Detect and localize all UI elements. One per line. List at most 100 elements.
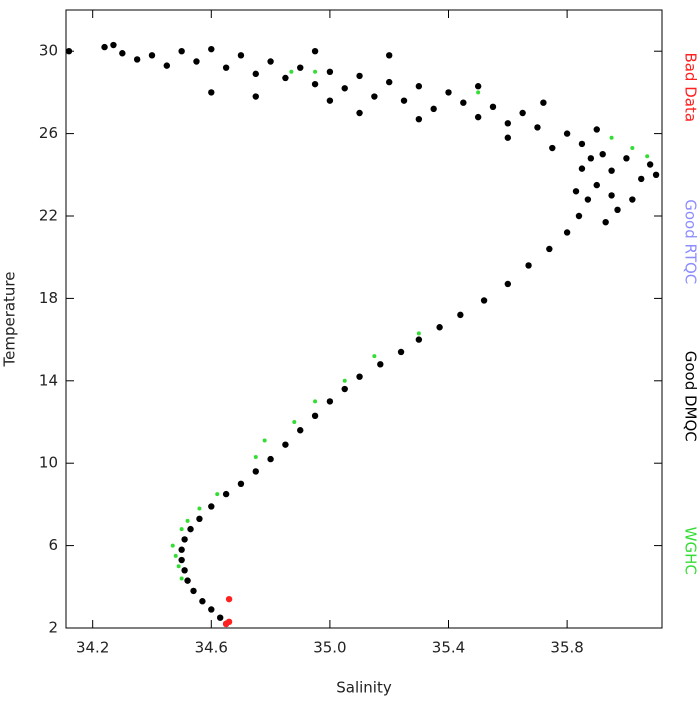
y-tick-label: 26 xyxy=(39,124,58,142)
data-point xyxy=(176,564,181,569)
data-point xyxy=(179,576,184,581)
data-point xyxy=(371,93,378,100)
data-point xyxy=(415,336,423,343)
data-point xyxy=(222,620,230,628)
data-point xyxy=(400,97,408,104)
data-point xyxy=(476,90,481,95)
data-point xyxy=(587,155,595,162)
data-point xyxy=(178,546,185,553)
data-point xyxy=(652,171,660,178)
data-point xyxy=(196,515,203,523)
data-point xyxy=(252,93,259,100)
data-point xyxy=(415,115,423,123)
data-point xyxy=(148,52,156,59)
legend-label: Good RTQC xyxy=(682,199,700,284)
data-point xyxy=(356,109,363,117)
y-tick-label: 18 xyxy=(39,289,58,307)
data-point xyxy=(563,130,571,137)
data-point xyxy=(313,399,318,404)
data-point xyxy=(193,58,200,65)
data-point xyxy=(638,175,645,183)
y-axis-label: Temperature xyxy=(1,271,19,367)
data-point xyxy=(282,74,289,82)
data-point xyxy=(386,78,393,86)
data-point xyxy=(253,455,258,460)
x-tick-label: 34.2 xyxy=(76,639,109,657)
data-point xyxy=(197,506,202,511)
data-point xyxy=(563,229,571,236)
data-point xyxy=(646,161,654,168)
data-point xyxy=(519,109,526,117)
data-point xyxy=(504,120,512,127)
data-point xyxy=(645,154,650,159)
data-point xyxy=(549,144,556,152)
data-point xyxy=(356,72,363,80)
data-point xyxy=(326,97,334,104)
data-point xyxy=(629,196,636,203)
data-point xyxy=(222,490,230,498)
data-point xyxy=(436,324,443,331)
data-point xyxy=(430,105,437,113)
data-point xyxy=(630,146,635,151)
data-point xyxy=(415,83,423,90)
plot-frame xyxy=(65,9,663,629)
data-point xyxy=(101,43,108,51)
data-point xyxy=(289,69,294,74)
data-point xyxy=(326,68,334,76)
data-point xyxy=(578,140,586,148)
data-point xyxy=(445,89,452,96)
data-point xyxy=(170,543,175,548)
data-point xyxy=(609,135,614,140)
data-point xyxy=(65,48,73,55)
data-point xyxy=(292,420,297,424)
legend-label: WGHC xyxy=(682,527,700,575)
data-point xyxy=(614,206,621,214)
data-point xyxy=(267,455,274,463)
data-point xyxy=(225,595,233,603)
y-tick-label: 22 xyxy=(39,207,58,225)
data-point xyxy=(237,480,245,487)
data-point xyxy=(356,373,363,380)
data-point xyxy=(252,468,259,475)
data-point xyxy=(163,62,171,69)
data-point xyxy=(173,553,178,558)
legend-label: Bad Data xyxy=(682,52,700,122)
data-point xyxy=(504,280,512,288)
x-tick-label: 34.6 xyxy=(195,639,228,657)
data-point xyxy=(372,354,377,359)
data-point xyxy=(326,398,334,405)
data-point xyxy=(190,587,197,595)
data-point xyxy=(215,492,220,497)
data-point xyxy=(578,165,586,172)
data-point xyxy=(208,503,215,510)
data-point xyxy=(342,378,347,383)
data-point xyxy=(534,124,541,131)
data-point xyxy=(489,103,497,111)
y-tick-label: 2 xyxy=(48,619,58,637)
data-point xyxy=(474,113,482,121)
y-tick-label: 30 xyxy=(39,42,58,60)
data-point xyxy=(460,99,467,106)
data-point xyxy=(119,50,126,57)
data-point xyxy=(187,525,194,533)
data-point xyxy=(208,606,215,613)
data-point xyxy=(341,85,348,92)
data-point xyxy=(386,52,393,59)
data-point xyxy=(267,58,274,65)
data-point xyxy=(110,41,117,49)
data-point xyxy=(546,245,553,253)
data-point xyxy=(216,614,224,621)
y-tick-label: 10 xyxy=(39,454,58,472)
data-point xyxy=(208,89,215,96)
data-point xyxy=(313,69,318,74)
data-point xyxy=(133,56,141,63)
data-point xyxy=(208,45,215,53)
data-point xyxy=(311,80,319,88)
data-point xyxy=(185,518,190,523)
data-point xyxy=(262,438,267,443)
data-point xyxy=(341,385,348,393)
data-point xyxy=(297,64,304,71)
data-point xyxy=(540,99,547,106)
